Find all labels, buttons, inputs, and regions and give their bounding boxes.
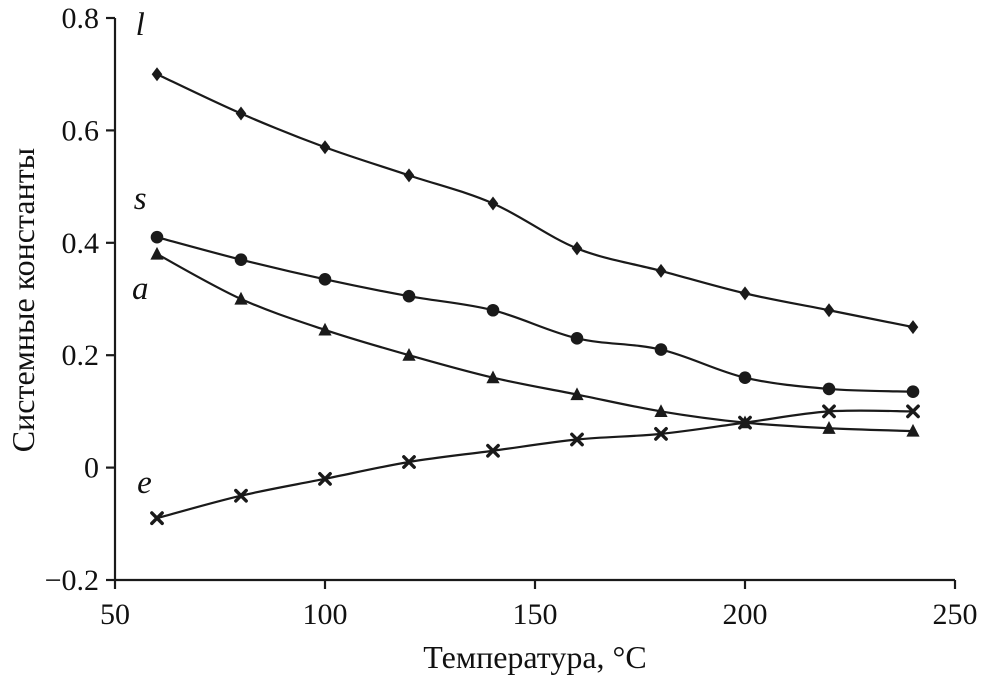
- marker-diamond: [151, 67, 163, 82]
- marker-x: [654, 426, 668, 441]
- marker-diamond: [571, 241, 583, 256]
- y-tick-label: 0.6: [62, 114, 100, 147]
- x-tick-label: 100: [303, 598, 348, 631]
- marker-diamond: [907, 320, 919, 335]
- series-l-label: l: [136, 7, 145, 43]
- marker-circle: [570, 332, 584, 345]
- series-a-label: a: [132, 271, 149, 307]
- marker-circle: [402, 289, 416, 303]
- series-s-label: s: [134, 181, 147, 217]
- x-tick-label: 50: [100, 598, 130, 631]
- marker-circle: [486, 303, 500, 317]
- marker-x: [822, 404, 836, 419]
- marker-circle: [150, 230, 164, 244]
- series-e-line: [156, 409, 914, 520]
- marker-circle: [822, 382, 836, 396]
- marker-triangle: [234, 291, 248, 305]
- x-tick-label: 200: [723, 598, 768, 631]
- x-tick-label: 250: [933, 598, 978, 631]
- marker-x: [402, 455, 416, 469]
- series-a-line: [156, 253, 914, 433]
- marker-x: [318, 471, 332, 486]
- marker-triangle: [486, 370, 500, 384]
- marker-triangle: [570, 387, 584, 401]
- marker-x: [234, 488, 248, 503]
- x-axis-title: Температура, °C: [423, 639, 646, 675]
- marker-triangle: [906, 423, 920, 437]
- marker-diamond: [487, 196, 499, 211]
- marker-circle: [318, 273, 332, 286]
- y-tick-label: 0.4: [62, 227, 100, 260]
- series-l-line: [156, 73, 914, 329]
- marker-triangle: [654, 404, 668, 417]
- series-e-label: e: [137, 465, 152, 501]
- marker-x: [570, 432, 584, 447]
- marker-diamond: [319, 140, 331, 155]
- marker-diamond: [823, 303, 835, 318]
- marker-circle: [906, 385, 920, 399]
- marker-circle: [654, 343, 668, 356]
- marker-circle: [234, 253, 248, 266]
- marker-diamond: [403, 168, 415, 183]
- y-tick-label: 0: [84, 452, 99, 485]
- marker-x: [486, 443, 500, 458]
- marker-triangle: [402, 348, 416, 361]
- marker-x: [738, 415, 752, 430]
- marker-diamond: [739, 286, 751, 301]
- marker-diamond: [235, 106, 247, 121]
- plot-area: 50 100 150 200 250 −0.2 0 0.2 0.4 0.6 0.8 l s a e: [45, 2, 978, 631]
- marker-triangle: [318, 322, 332, 336]
- y-tick-label: 0.8: [62, 2, 100, 35]
- marker-triangle: [150, 246, 164, 260]
- x-tick-label: 150: [513, 598, 558, 631]
- marker-x: [906, 404, 920, 419]
- marker-triangle: [822, 421, 836, 434]
- series-s-line: [156, 236, 914, 393]
- y-tick-label: 0.2: [62, 339, 100, 372]
- marker-x: [150, 511, 164, 526]
- marker-circle: [738, 371, 752, 384]
- y-tick-label: −0.2: [45, 564, 99, 597]
- y-axis-title: Системные константы: [5, 148, 41, 452]
- marker-diamond: [655, 263, 667, 278]
